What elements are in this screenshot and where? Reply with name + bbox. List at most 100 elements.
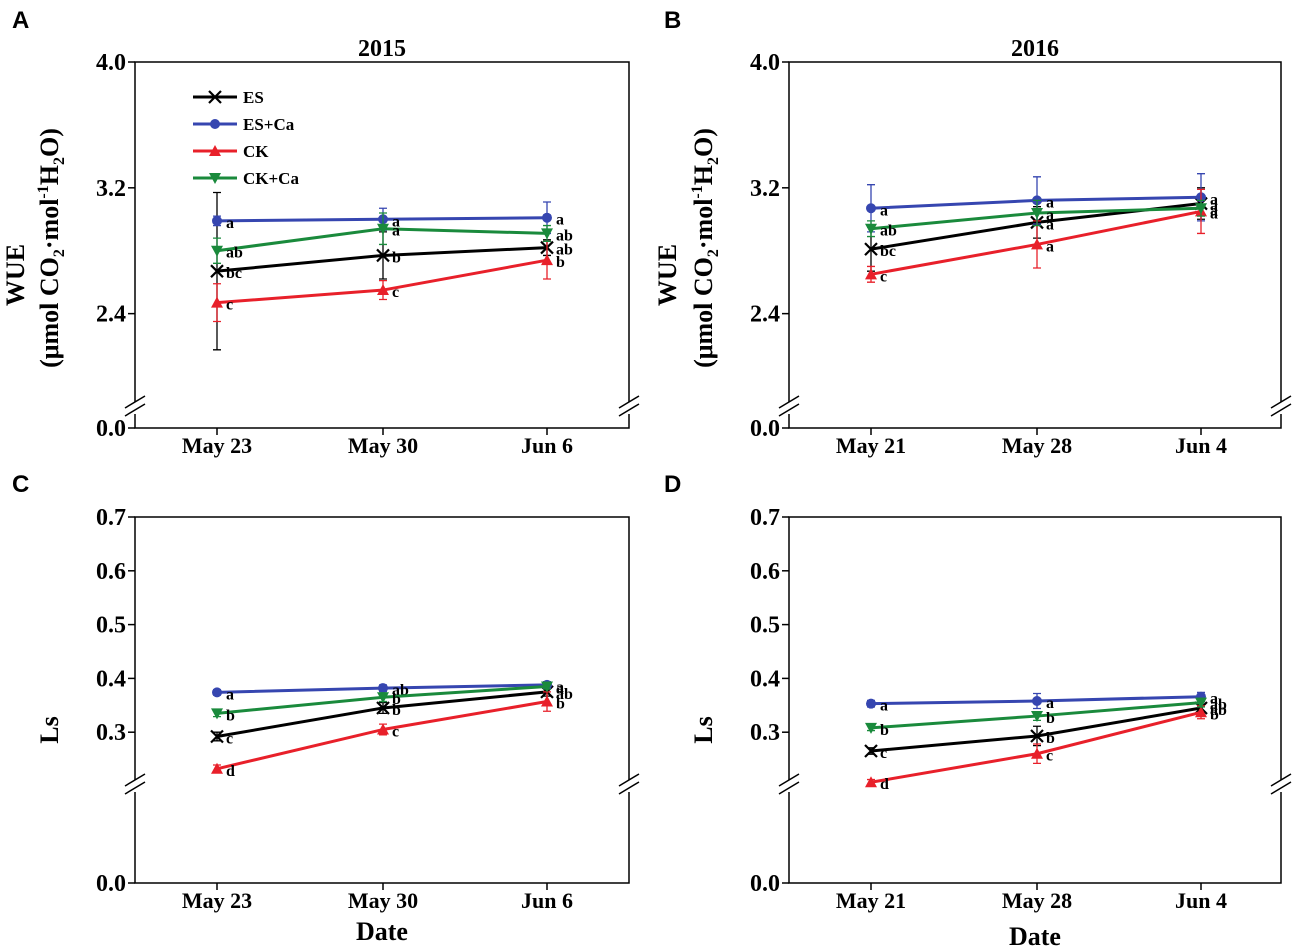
legend-marker [209,173,221,184]
axis-break-gap [123,402,147,414]
data-point [210,264,224,278]
data-point [542,212,552,223]
unit-subscript: 2 [51,249,68,257]
panel-label: D [664,471,681,498]
data-point [377,284,389,296]
chart-title: 2016 [1011,36,1059,62]
significance-letter: ab [880,223,897,240]
data-point [1195,706,1207,718]
data-point [212,215,222,226]
significance-letter: c [880,745,887,762]
axis-break-gap [617,780,641,792]
data-point [210,729,224,744]
significance-letter: b [1210,706,1219,723]
significance-letter: b [556,696,565,713]
x-tick-label: Jun 4 [1175,888,1227,913]
y-tick-label: 0.4 [96,666,126,692]
legend-label: ES [243,88,264,107]
significance-letter: a [556,212,564,229]
chart-panel-c: 0.0 0.3 0.4 0.5 0.6 0.7 May 23 May 30 Jun 6 C Date… [12,471,641,946]
significance-letter: b [226,707,235,724]
significance-letter: a [226,215,234,232]
y-axis-unit-label: (μmol CO2·mol-1H2O) [35,128,68,368]
plot-frame [788,516,1282,884]
significance-letter: a [880,202,888,219]
y-tick-label: 0.6 [750,559,780,585]
y-axis-label: WUE [1,244,30,306]
data-point [864,242,878,256]
significance-letter: a [1210,205,1218,222]
y-tick-label: 0.5 [750,613,780,639]
data-point [541,695,553,707]
legend: ES ES+Ca CK CK+Ca [193,88,299,188]
axis-break-left [124,773,146,795]
data-point [865,776,877,788]
data-point [866,698,876,709]
y-tick-label: 2.4 [750,302,780,328]
y-tick-label: 0.3 [750,720,780,746]
significance-letter: b [880,722,889,739]
unit-superscript: -1 [35,185,52,198]
plot-frame [134,61,630,429]
unit-subscript: 2 [705,157,722,165]
series-ck: dcb [211,691,565,780]
y-tick-label: 4.0 [96,50,126,76]
axis-break-right [618,773,640,795]
x-tick-label: May 23 [182,888,252,913]
significance-letter: a [1210,198,1218,215]
y-tick-label: 3.2 [96,176,126,202]
significance-letter: c [392,284,399,301]
x-tick-label: May 21 [836,433,906,458]
data-point [865,722,877,734]
x-tick-label: May 23 [182,433,252,458]
y-tick-label: 0.0 [750,416,780,442]
unit-text: ·mol [689,199,718,250]
x-tick-label: Jun 6 [521,433,573,458]
x-tick-label: May 28 [1002,433,1072,458]
plot-frame [788,61,1282,429]
significance-letter: ab [226,245,243,262]
data-point [864,744,878,758]
x-axis-label: Date [1009,922,1061,951]
y-tick-label: 0.0 [750,871,780,897]
series-ck: dcb [865,705,1219,793]
significance-letter: d [880,776,889,793]
unit-text: H [35,165,64,185]
significance-letter: a [392,223,400,240]
x-tick-label: May 28 [1002,888,1072,913]
y-tick-label: 0.0 [96,871,126,897]
y-tick-label: 4.0 [750,50,780,76]
unit-subscript: 2 [51,157,68,165]
unit-subscript: 2 [705,249,722,257]
significance-letter: ab [556,242,573,259]
y-tick-label: 0.3 [96,720,126,746]
panel-label: A [12,7,29,34]
significance-letter: a [556,679,564,696]
data-point [1031,207,1043,219]
data-point [1031,711,1043,723]
series-ck: c c b [211,240,565,323]
axis-break-gap [1269,780,1293,792]
axis-break-left [778,773,800,795]
significance-letter: c [1046,748,1053,765]
series-ck-plus-ca: ab a ab [211,212,573,264]
axis-break-left [778,395,800,417]
axis-break-left [124,395,146,417]
axis-break-right [618,395,640,417]
y-tick-label: 0.0 [96,416,126,442]
chart-panel-d: 0.0 0.3 0.4 0.5 0.6 0.7 May 21 May 28 Jun 4 D Date… [664,471,1293,951]
x-tick-label: May 30 [348,888,418,913]
panel-label: B [664,7,681,34]
unit-text: (μmol CO [35,257,64,368]
data-point [1031,238,1043,250]
significance-letter: bc [880,243,896,260]
significance-letter: a [1046,238,1054,255]
plot-frame [134,516,630,884]
significance-letter: c [226,731,233,748]
significance-letter: a [1046,194,1054,211]
series-es-plus-ca: a ab a [212,679,564,703]
